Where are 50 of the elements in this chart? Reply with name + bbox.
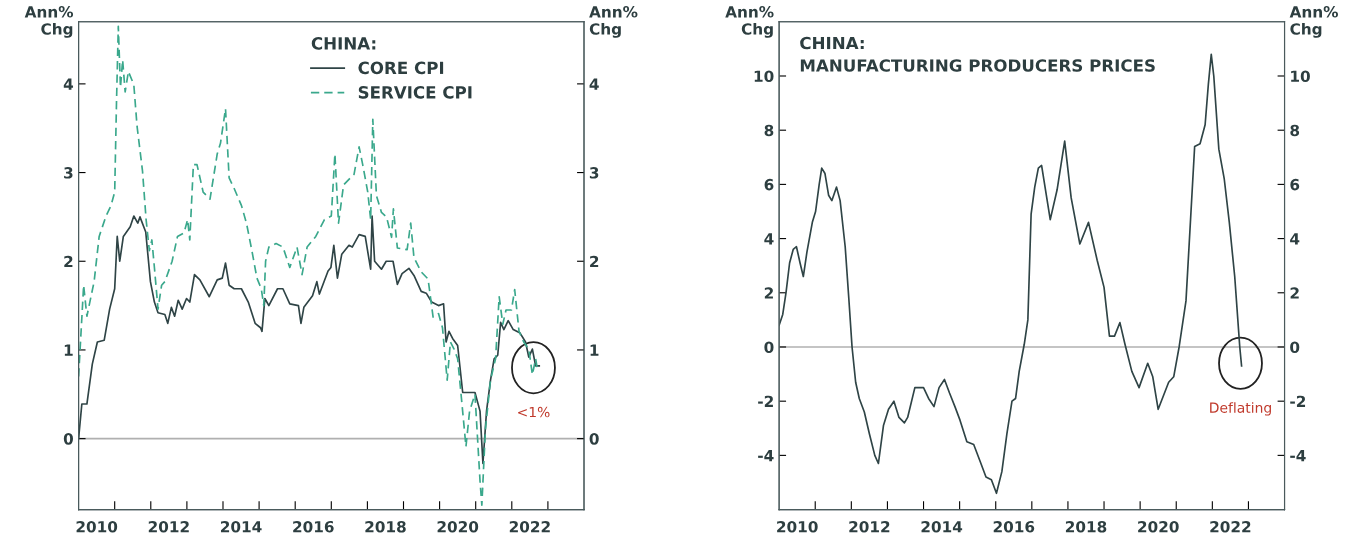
- y-tick-label: -2: [758, 395, 773, 407]
- x-tick-label: 2016: [293, 520, 334, 533]
- y2-tick-label: -2: [1290, 395, 1306, 407]
- y2-tick-label: 0: [1290, 341, 1300, 353]
- x-tick-label: 2022: [1210, 520, 1251, 533]
- y-tick-label: 0: [764, 341, 774, 353]
- x-tick-label: 2014: [220, 520, 262, 533]
- y-tick-label: 3: [64, 167, 73, 179]
- x-tick-label: 2012: [148, 520, 189, 533]
- annotation: <1%: [518, 406, 550, 418]
- x-tick-label: 2012: [849, 520, 890, 533]
- y2-tick-label: 8: [1290, 124, 1300, 137]
- legend-title: CHINA:: [311, 37, 376, 50]
- y2-axis-title: Ann% Chg: [589, 6, 638, 38]
- y2-tick-label: 2: [1290, 287, 1299, 299]
- x-tick-label: 2018: [1065, 520, 1107, 533]
- y-tick-label: 2: [764, 287, 773, 299]
- y2-tick-label: 2: [590, 255, 599, 268]
- x-tick-label: 2018: [365, 520, 406, 533]
- x-tick-label: 2016: [993, 520, 1035, 533]
- y2-tick-label: 1: [590, 344, 599, 356]
- legend-label: CORE CPI: [358, 61, 444, 75]
- y-tick-label: 8: [764, 124, 774, 137]
- y2-axis-title: Ann% Chg: [1289, 6, 1338, 38]
- x-tick-label: 2020: [1138, 520, 1179, 533]
- y-tick-label: 4: [63, 78, 74, 90]
- y-tick-label: 4: [764, 233, 774, 245]
- y2-tick-label: -4: [1290, 450, 1306, 462]
- x-tick-label: 2010: [777, 520, 818, 533]
- y-tick-label: 1: [64, 344, 73, 356]
- x-tick-label: 2020: [437, 520, 479, 533]
- x-tick-label: 2010: [76, 520, 118, 533]
- y2-tick-label: 4: [1290, 233, 1300, 245]
- y-axis-title: Ann% Chg: [725, 6, 774, 38]
- y-tick-label: 10: [754, 70, 774, 83]
- y-tick-label: 6: [764, 178, 774, 191]
- x-tick-label: 2014: [921, 520, 963, 533]
- y-tick-label: -4: [758, 450, 774, 462]
- y2-tick-label: 6: [1290, 178, 1300, 191]
- x-tick-label: 2022: [509, 520, 550, 533]
- text: CHINA: MANUFACTURING PRODUCERS PRICES: [800, 36, 1155, 72]
- y-tick-label: 0: [63, 433, 73, 445]
- y-tick-label: 2: [64, 255, 73, 268]
- y2-tick-label: 3: [589, 167, 599, 179]
- y2-tick-label: 10: [1291, 70, 1310, 83]
- y2-tick-label: 0: [589, 433, 599, 445]
- legend-label: SERVICE CPI: [358, 86, 472, 99]
- y-axis-title: Ann% Chg: [24, 6, 74, 38]
- annotation: Deflating: [1210, 402, 1271, 416]
- y2-tick-label: 4: [589, 78, 599, 90]
